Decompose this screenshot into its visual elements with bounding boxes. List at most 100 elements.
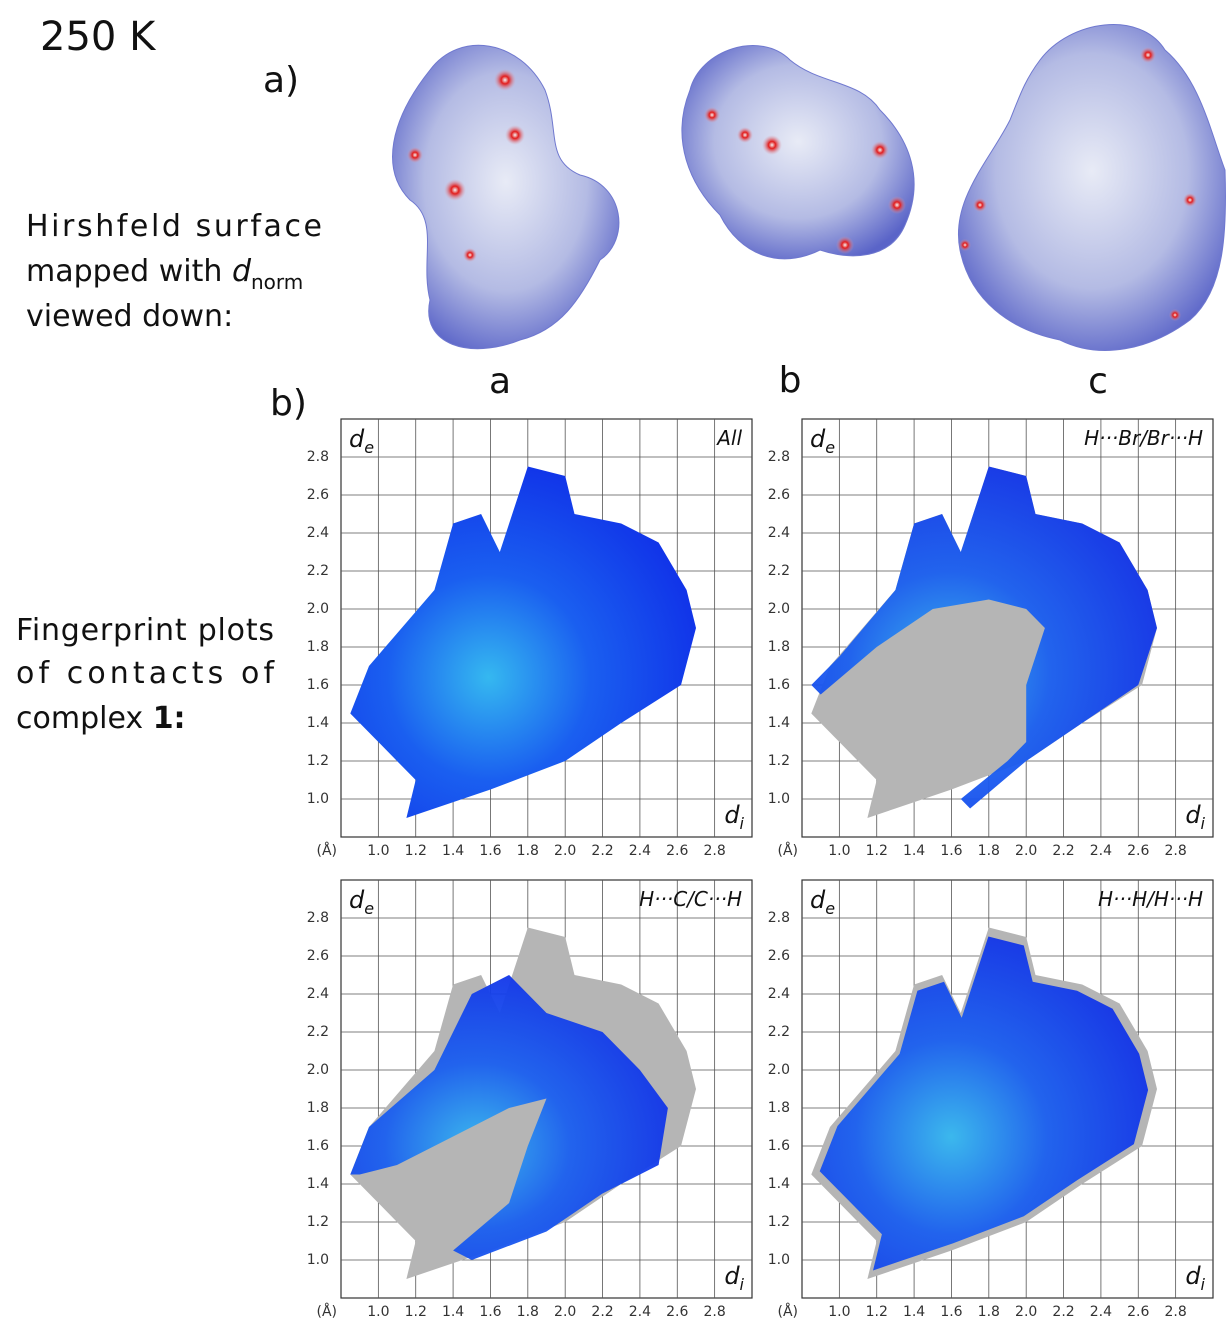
symbol: d: [1185, 801, 1201, 829]
x-tick-label: 1.0: [828, 843, 850, 859]
x-tick-label: 2.8: [1165, 843, 1187, 859]
panel-label: a): [263, 60, 299, 101]
temperature: 250 K: [40, 14, 157, 60]
y-tick-label: 2.8: [307, 449, 329, 465]
symbol: d: [724, 801, 740, 829]
y-tick-label: 1.8: [307, 639, 329, 655]
y-tick-label: 2.0: [307, 601, 329, 617]
y-tick-label: 2.6: [307, 487, 329, 503]
contact-spot: [505, 125, 525, 145]
symbol: d: [810, 886, 826, 914]
surface-caption: Hirshfeld surface mapped with dnorm view…: [26, 209, 322, 334]
y-tick-label: 1.4: [768, 715, 790, 731]
x-tick-label: 2.6: [666, 1304, 688, 1319]
caption-line: mapped with dnorm: [26, 254, 303, 294]
surface-b: [682, 46, 914, 259]
y-tick-label: 2.0: [768, 601, 790, 617]
y-tick-label: 1.4: [768, 1176, 790, 1192]
contact-spot: [407, 147, 423, 163]
x-tick-label: 1.4: [903, 843, 925, 859]
x-tick-label: 2.8: [1165, 1304, 1187, 1319]
caption-line: complex 1:: [16, 701, 186, 736]
symbol: d: [349, 425, 365, 453]
x-tick-label: 1.6: [479, 1304, 501, 1319]
x-tick-label: 1.6: [940, 1304, 962, 1319]
compound-number: 1:: [153, 701, 186, 736]
subscript: e: [825, 438, 835, 457]
subscript: i: [1201, 1275, 1206, 1294]
subscript: norm: [251, 270, 303, 294]
x-tick-label: 2.4: [1090, 843, 1112, 859]
y-tick-label: 1.4: [307, 715, 329, 731]
y-tick-label: 2.4: [768, 986, 790, 1002]
x-tick-label: 2.2: [1052, 1304, 1074, 1319]
x-tick-label: 2.2: [591, 843, 613, 859]
panel-label: b): [270, 383, 307, 424]
contact-spot: [494, 69, 516, 91]
figure: 250 K a) b) Hirshfeld surface mapped wit…: [0, 0, 1227, 1319]
x-tick-label: 2.2: [591, 1304, 613, 1319]
x-tick-label: 1.2: [405, 1304, 427, 1319]
surface-a: [393, 45, 619, 348]
x-tick-label: 2.0: [554, 1304, 576, 1319]
contact-spot: [463, 248, 477, 262]
contact-spot: [959, 239, 971, 251]
x-tick-label: 1.4: [442, 1304, 464, 1319]
unit-label: (Å): [777, 1303, 798, 1319]
contact-spot: [704, 107, 720, 123]
y-tick-label: 2.0: [307, 1062, 329, 1078]
y-tick-label: 2.4: [307, 525, 329, 541]
x-tick-label: 1.6: [479, 843, 501, 859]
y-tick-label: 1.2: [768, 1214, 790, 1230]
x-tick-label: 2.4: [629, 1304, 651, 1319]
y-tick-label: 1.0: [307, 791, 329, 807]
y-tick-label: 2.8: [307, 910, 329, 926]
x-tick-label: 2.6: [1127, 843, 1149, 859]
contact-spot: [1169, 309, 1181, 321]
x-tick-label: 1.2: [866, 1304, 888, 1319]
x-tick-label: 1.8: [978, 843, 1000, 859]
contact-spot: [871, 141, 889, 159]
y-tick-label: 2.2: [307, 563, 329, 579]
contact-spot: [836, 236, 854, 254]
x-tick-label: 2.0: [1015, 843, 1037, 859]
x-tick-label: 1.0: [367, 1304, 389, 1319]
contact-spot: [444, 179, 466, 201]
y-tick-label: 1.6: [768, 677, 790, 693]
view-label: c: [1088, 361, 1108, 402]
x-tick-label: 1.2: [866, 843, 888, 859]
y-tick-label: 1.8: [768, 639, 790, 655]
subscript: i: [1201, 814, 1206, 833]
y-tick-label: 1.8: [768, 1100, 790, 1116]
view-label: a: [489, 361, 511, 402]
contact-spot: [888, 196, 906, 214]
y-tick-label: 1.4: [307, 1176, 329, 1192]
symbol: d: [810, 425, 826, 453]
x-tick-label: 1.8: [517, 1304, 539, 1319]
unit-label: (Å): [316, 842, 337, 859]
contact-spot: [1183, 193, 1197, 207]
contact-spot: [737, 127, 753, 143]
symbol: d: [724, 1262, 740, 1290]
y-tick-label: 2.2: [307, 1024, 329, 1040]
fingerprint-caption: Fingerprint plots of contacts of complex…: [16, 613, 275, 736]
surface-c: [958, 25, 1225, 351]
y-tick-label: 1.8: [307, 1100, 329, 1116]
x-tick-label: 1.2: [405, 843, 427, 859]
x-tick-label: 1.4: [442, 843, 464, 859]
plot-title: H···C/C···H: [639, 887, 742, 911]
y-tick-label: 2.4: [768, 525, 790, 541]
caption-line: Fingerprint plots: [16, 613, 274, 648]
y-tick-label: 1.6: [768, 1138, 790, 1154]
hirshfeld-surface: [958, 25, 1225, 351]
contact-spot: [973, 198, 987, 212]
x-tick-label: 1.4: [903, 1304, 925, 1319]
x-tick-label: 1.8: [978, 1304, 1000, 1319]
caption-line: of contacts of: [16, 656, 275, 691]
y-tick-label: 1.2: [307, 753, 329, 769]
x-tick-label: 2.4: [1090, 1304, 1112, 1319]
x-tick-label: 1.0: [828, 1304, 850, 1319]
y-tick-label: 1.6: [307, 677, 329, 693]
